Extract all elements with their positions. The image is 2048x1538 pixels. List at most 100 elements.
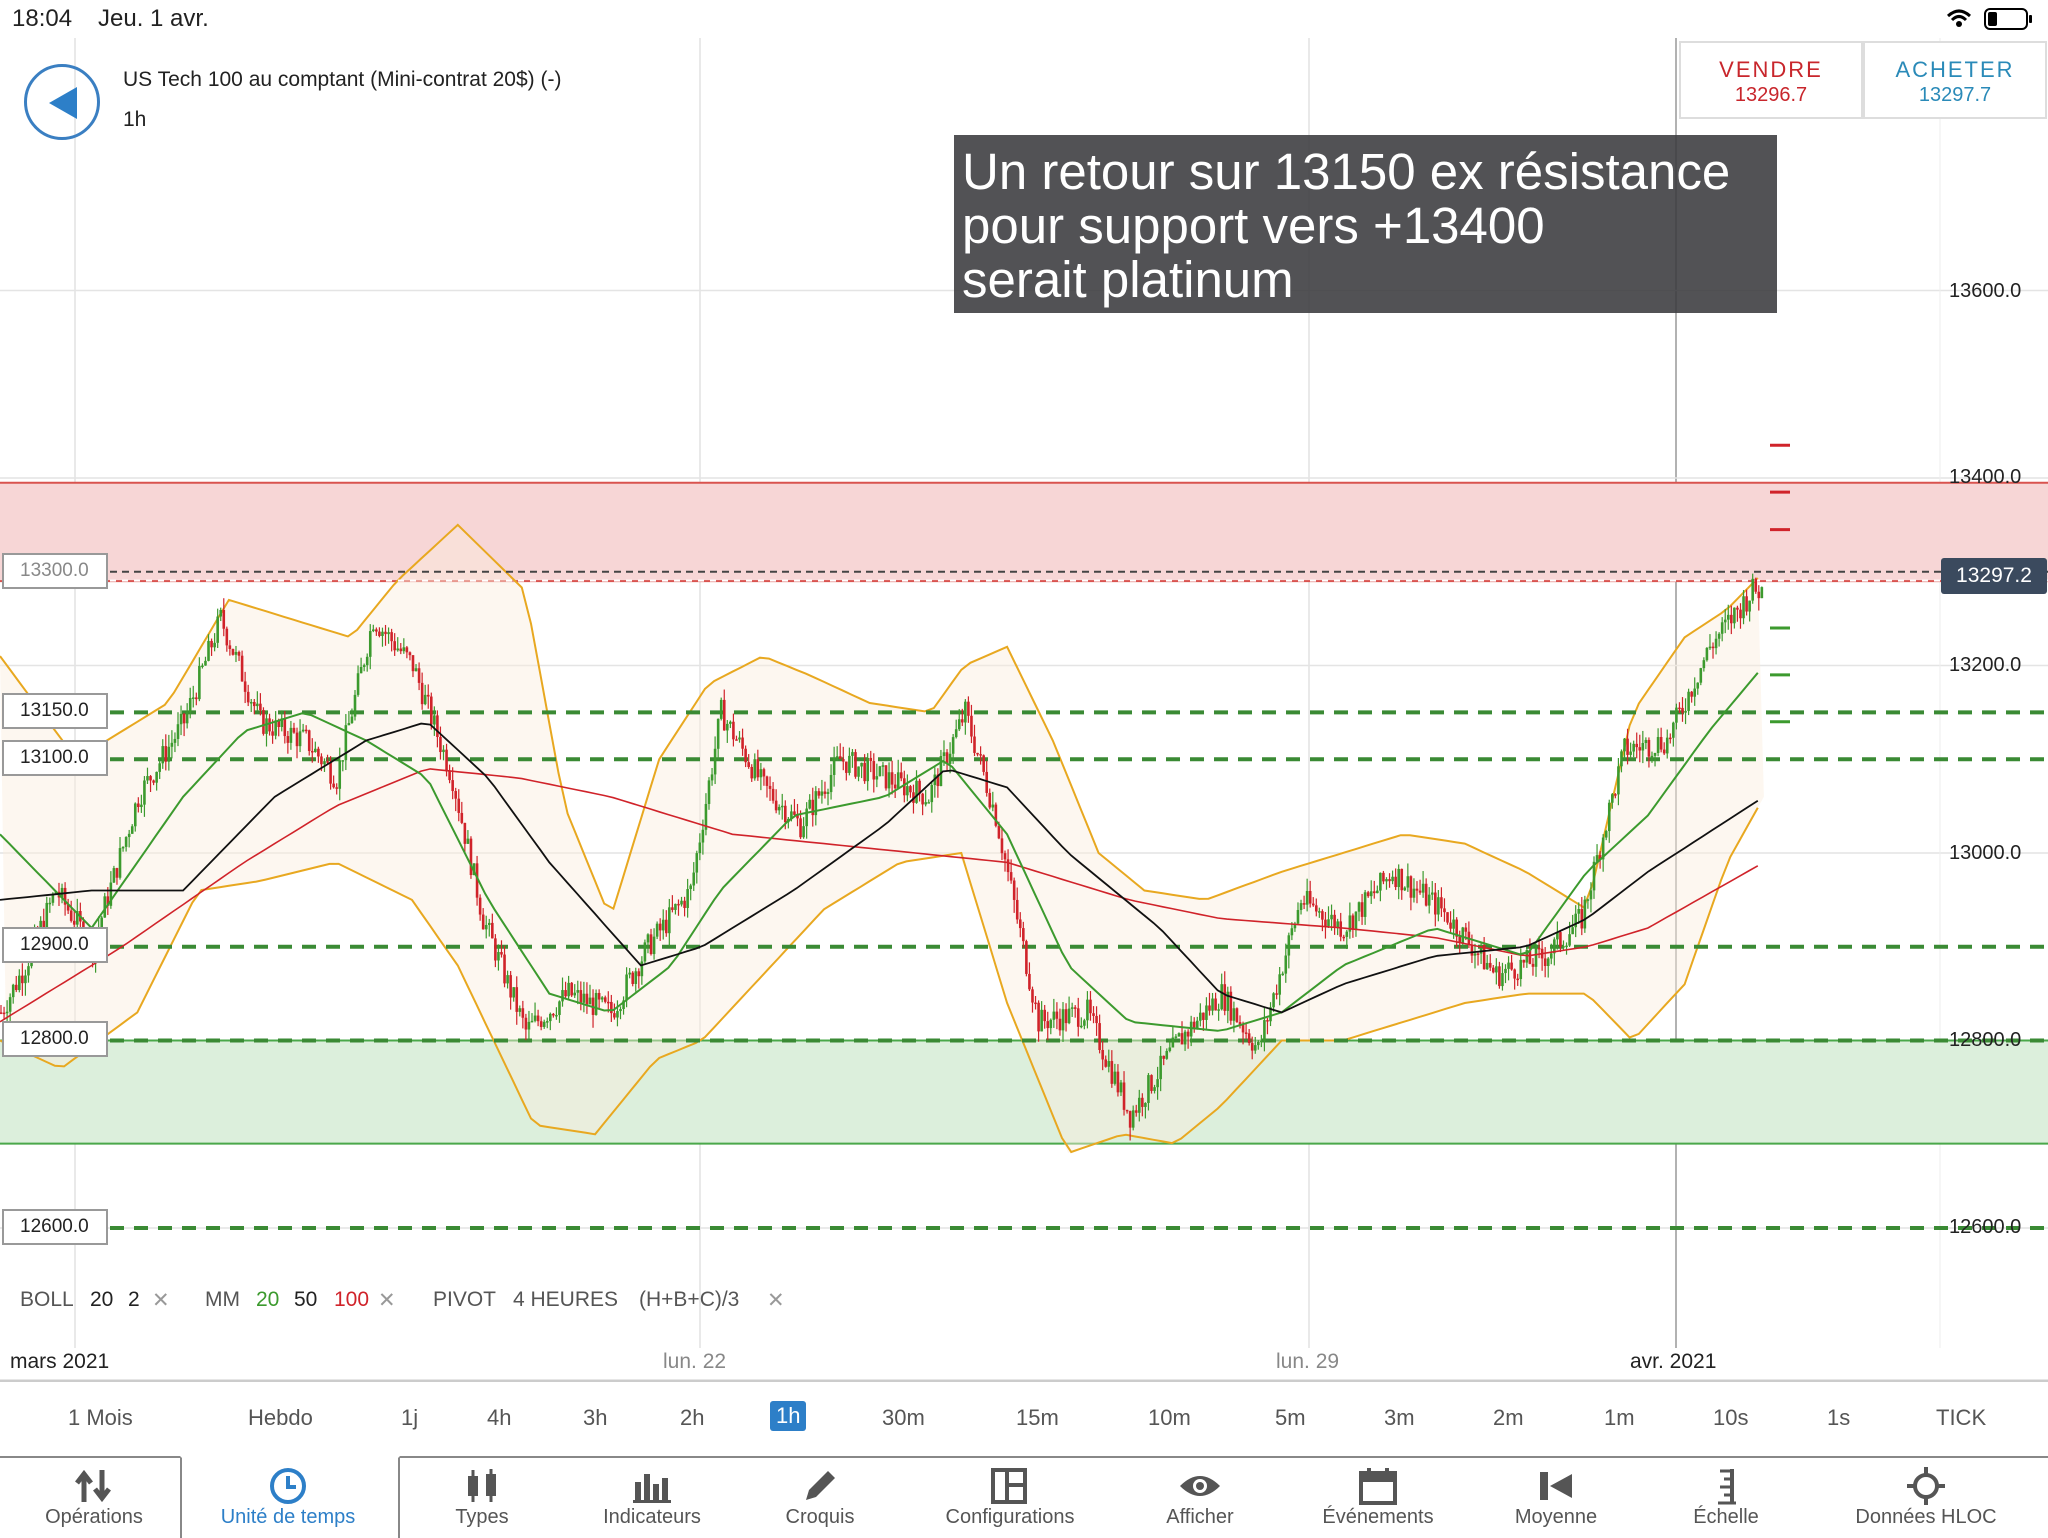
candle-body	[1604, 831, 1608, 838]
candle-body	[1330, 914, 1333, 920]
sell-button[interactable]: VENDRE 13296.7	[1679, 41, 1863, 119]
candle-body	[1162, 1055, 1166, 1059]
candle-body	[1553, 939, 1556, 954]
candle-body	[677, 903, 680, 906]
candle-body	[8, 997, 12, 1012]
candle-body	[469, 838, 473, 876]
timeframe-5m[interactable]: 5m	[1275, 1405, 1306, 1430]
candle-body	[1354, 911, 1358, 930]
candle-body	[1064, 1009, 1068, 1024]
candle-body	[481, 914, 485, 930]
timeframe-10s[interactable]: 10s	[1713, 1405, 1749, 1430]
candle-body	[964, 701, 967, 723]
candle-body	[848, 755, 851, 773]
tab-events[interactable]: Événements	[1308, 1466, 1448, 1536]
candle-body	[158, 763, 161, 772]
candle-body	[1235, 1008, 1239, 1023]
battery-icon	[1984, 8, 2032, 30]
chart-annotation-note[interactable]: Un retour sur 13150 ex résistance pour s…	[954, 135, 1777, 313]
candle-body	[1311, 903, 1315, 906]
indicator-mm[interactable]: MM	[205, 1288, 240, 1311]
tab-configurations[interactable]: Configurations	[930, 1466, 1090, 1536]
tab-scale[interactable]: Échelle	[1666, 1466, 1786, 1536]
candle-body	[51, 893, 55, 903]
status-bar: 18:04 Jeu. 1 avr.	[0, 0, 2048, 38]
timeframe-weekly[interactable]: Hebdo	[248, 1405, 313, 1430]
candle-body	[491, 922, 494, 939]
timeframe-2m[interactable]: 2m	[1493, 1405, 1524, 1430]
candle-body	[320, 756, 323, 765]
candle-body	[616, 1011, 619, 1018]
candle-body	[326, 761, 329, 763]
remove-mm-icon[interactable]: ✕	[378, 1289, 396, 1312]
candle-body	[256, 703, 259, 707]
candle-body	[1296, 909, 1300, 924]
candle-body	[866, 757, 869, 782]
tab-timeframe[interactable]: Unité de temps	[190, 1466, 386, 1536]
candle-body	[204, 660, 207, 666]
remove-boll-icon[interactable]: ✕	[152, 1289, 170, 1312]
candle-body	[985, 771, 989, 793]
candle-body	[1366, 892, 1370, 897]
candle-body	[570, 982, 573, 996]
timeframe-1h[interactable]: 1h	[770, 1401, 807, 1431]
tab-display[interactable]: Afficher	[1140, 1466, 1260, 1536]
timeframe-1s[interactable]: 1s	[1827, 1405, 1851, 1430]
price-chart[interactable]	[0, 38, 2048, 1380]
level-label[interactable]: 13150.0	[2, 693, 108, 729]
tab-label: Événements	[1322, 1506, 1434, 1528]
timeframe-15m[interactable]: 15m	[1016, 1405, 1059, 1430]
remove-pivot-icon[interactable]: ✕	[767, 1289, 785, 1312]
timeframe-30m[interactable]: 30m	[882, 1405, 925, 1430]
candle-body	[179, 713, 183, 725]
candle-body	[1241, 1025, 1245, 1033]
candle-body	[152, 780, 155, 783]
candle-body	[1751, 578, 1754, 601]
indicator-pivot[interactable]: PIVOT	[433, 1288, 497, 1311]
candle-body	[1101, 1049, 1104, 1060]
candle-body	[979, 754, 982, 756]
candle-body	[259, 703, 262, 711]
candle-body	[1434, 892, 1437, 915]
tab-operations[interactable]: Opérations	[20, 1466, 168, 1536]
tab-types[interactable]: Types	[422, 1466, 542, 1536]
timeframe-4h[interactable]: 4h	[487, 1405, 512, 1430]
candle-body	[72, 920, 76, 925]
tab-hloc-data[interactable]: Données HLOC	[1836, 1466, 2016, 1536]
timeframe-1m[interactable]: 1m	[1604, 1405, 1635, 1430]
candle-body	[1379, 872, 1382, 891]
buy-button[interactable]: ACHETER 13297.7	[1863, 41, 2047, 119]
candle-body	[1559, 932, 1562, 947]
level-label[interactable]: 13300.0	[2, 553, 108, 589]
tab-drawings[interactable]: Croquis	[760, 1466, 880, 1536]
candle-body	[127, 833, 131, 838]
indicator-boll[interactable]: BOLL	[20, 1288, 74, 1311]
timeframe-3m[interactable]: 3m	[1384, 1405, 1415, 1430]
level-label[interactable]: 13100.0	[2, 740, 108, 776]
candle-body	[1269, 1007, 1272, 1022]
candles-icon	[468, 1469, 496, 1502]
candle-body	[585, 993, 589, 1005]
timeframe-10m[interactable]: 10m	[1148, 1405, 1191, 1430]
candle-body	[408, 652, 412, 656]
candle-body	[1754, 578, 1758, 592]
candle-body	[976, 752, 979, 755]
timeframe-2h[interactable]: 2h	[680, 1405, 705, 1430]
tab-indicators[interactable]: Indicateurs	[588, 1466, 716, 1536]
tab-average[interactable]: Moyenne	[1496, 1466, 1616, 1536]
timeframe-1d[interactable]: 1j	[401, 1405, 419, 1430]
back-button[interactable]	[24, 64, 100, 140]
timeframe-1-month[interactable]: 1 Mois	[68, 1405, 133, 1430]
timeframe-3h[interactable]: 3h	[583, 1405, 608, 1430]
candle-body	[1449, 922, 1452, 929]
candle-body	[1150, 1075, 1153, 1091]
level-label[interactable]: 12600.0	[2, 1209, 108, 1245]
candle-body	[1760, 587, 1764, 599]
candle-body	[298, 731, 302, 747]
candle-body	[942, 752, 946, 756]
level-label[interactable]: 12900.0	[2, 927, 108, 963]
candle-body	[423, 694, 427, 705]
level-label[interactable]: 12800.0	[2, 1021, 108, 1057]
candle-body	[1675, 707, 1678, 723]
timeframe-tick[interactable]: TICK	[1936, 1405, 1987, 1430]
